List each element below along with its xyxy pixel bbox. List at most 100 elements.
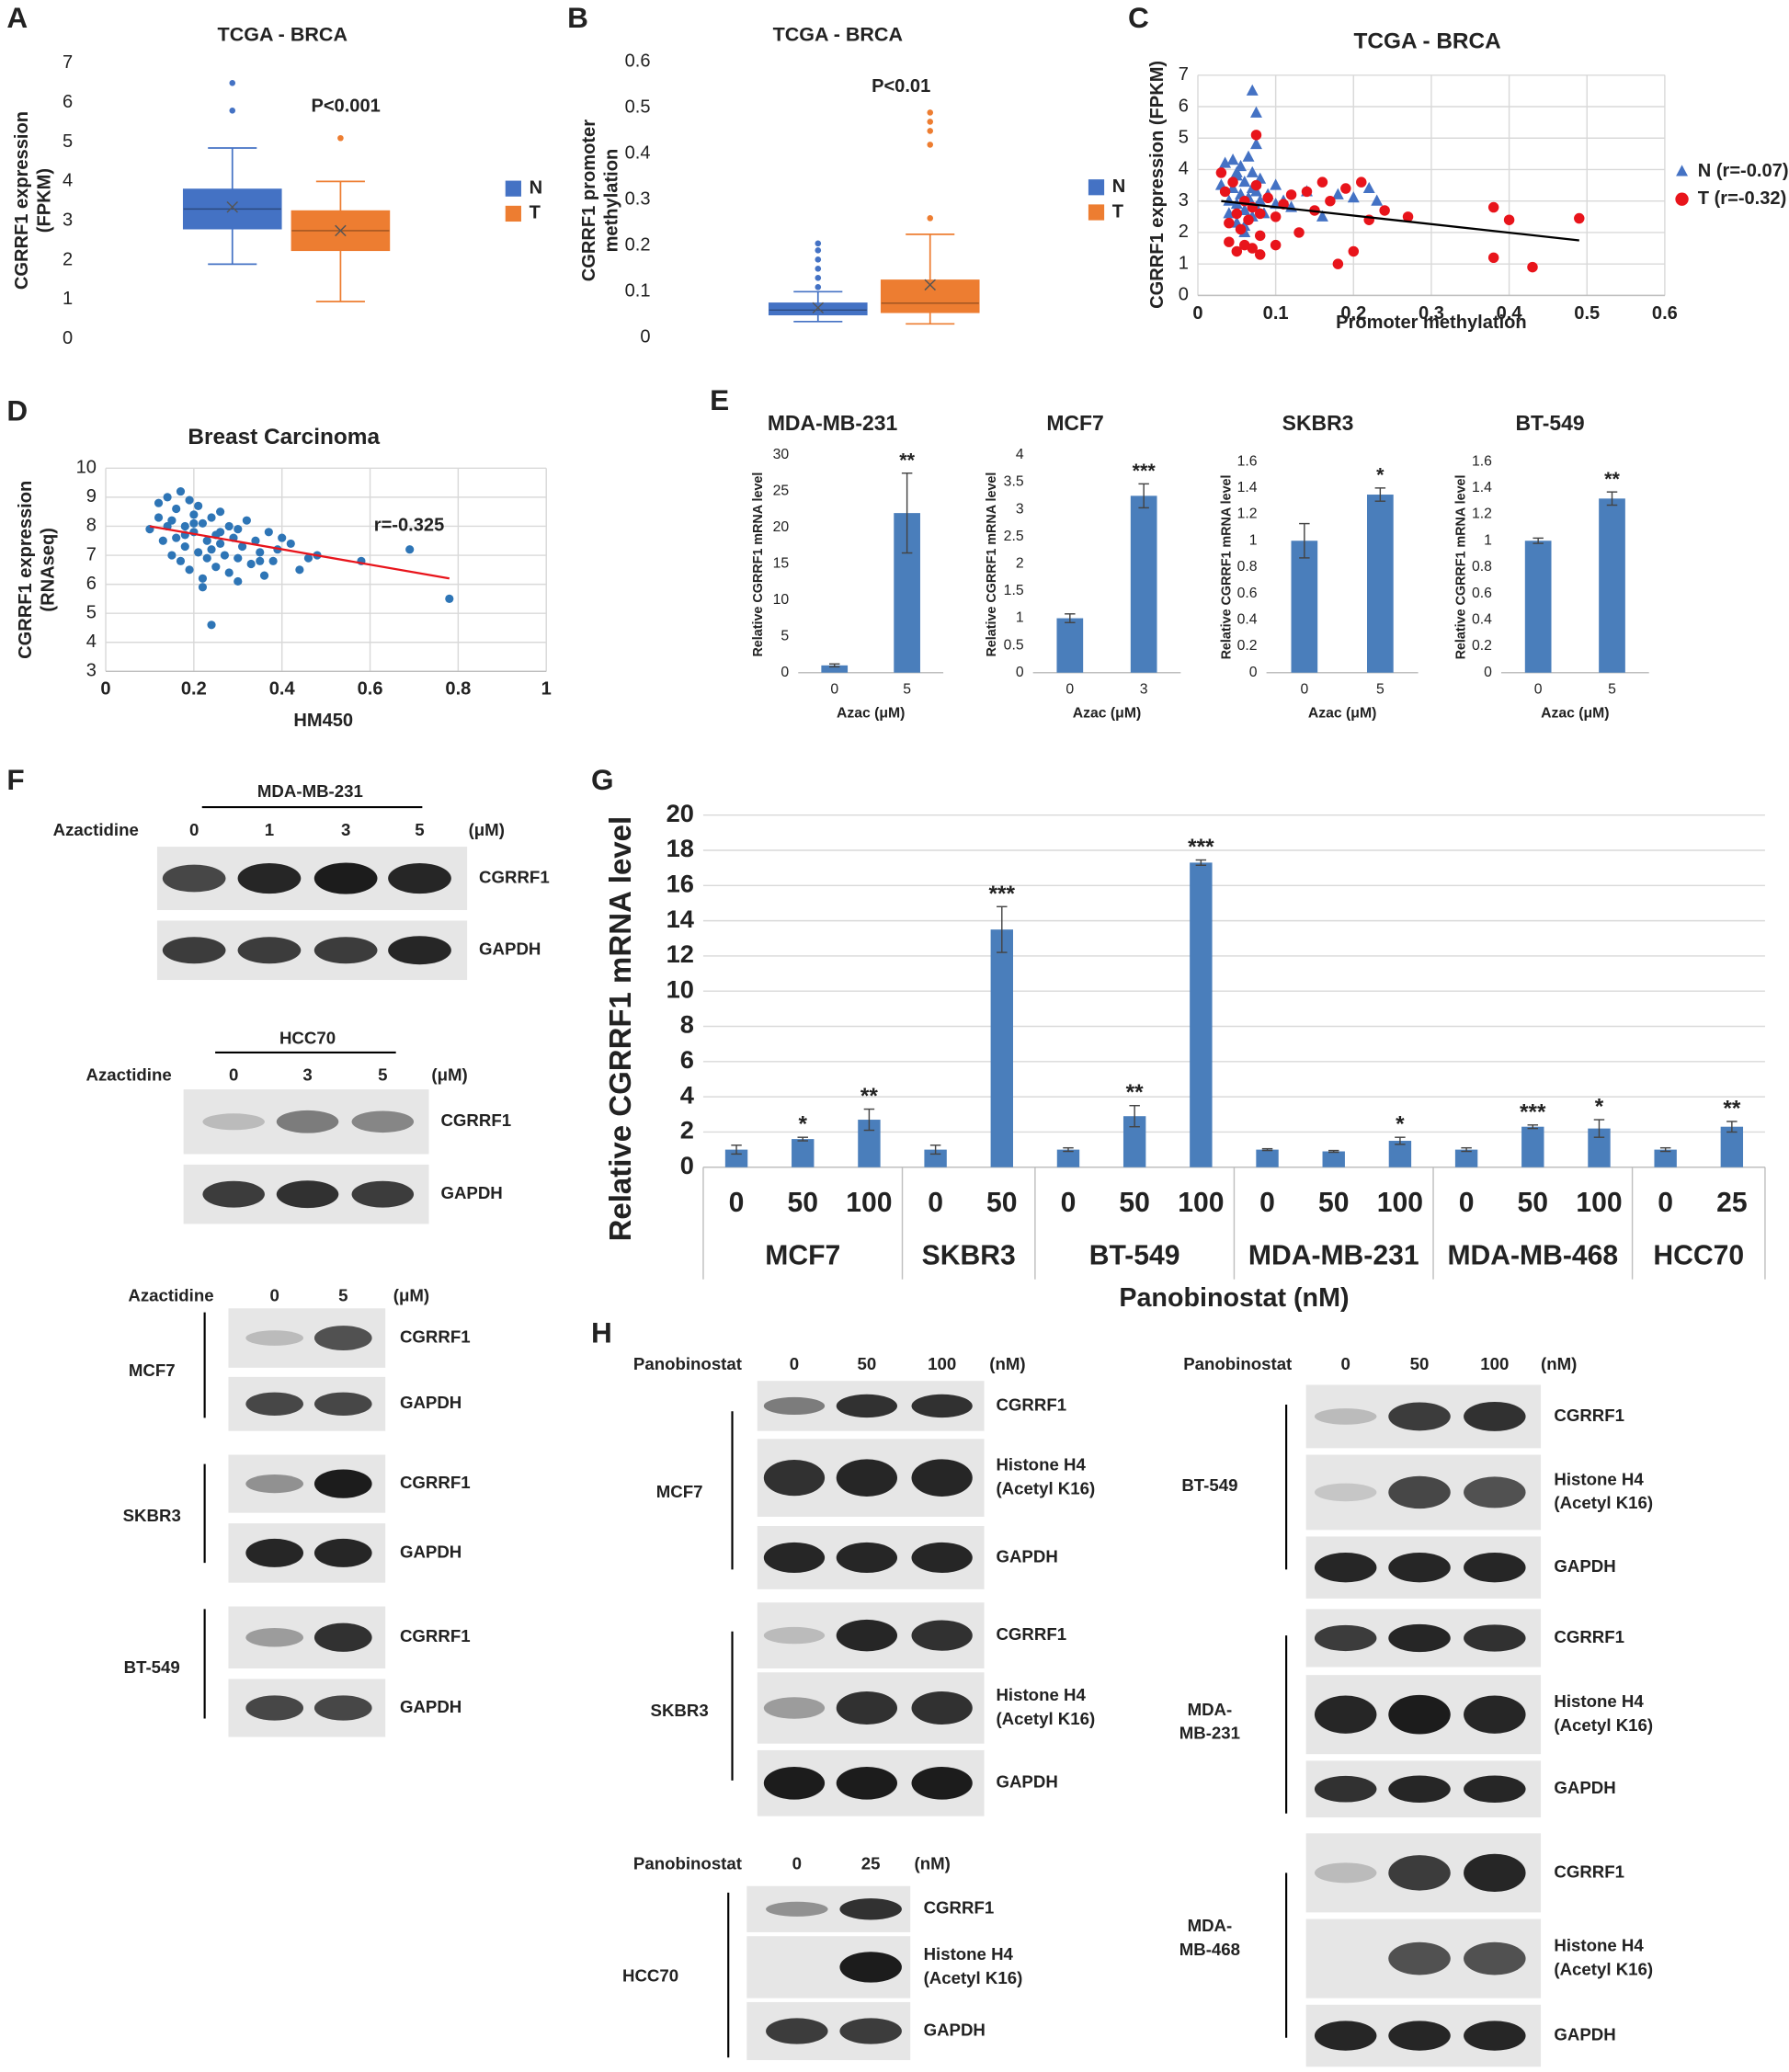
y-axis-label: Relative CGRRF1 mRNA level xyxy=(1219,474,1234,659)
band xyxy=(388,936,451,965)
point xyxy=(1250,179,1262,191)
x-tick-label: 0 xyxy=(830,682,838,698)
point xyxy=(1247,243,1258,254)
point xyxy=(445,594,454,603)
band xyxy=(313,862,378,894)
point xyxy=(1246,165,1259,177)
point xyxy=(1340,183,1351,194)
point xyxy=(1316,210,1328,222)
band xyxy=(763,1626,826,1645)
cell-line-label: MCF7 xyxy=(129,1360,176,1380)
mean-marker xyxy=(924,279,936,291)
group-label: MCF7 xyxy=(765,1240,840,1270)
y-tick-label: 0 xyxy=(1249,665,1258,680)
lane-label: 0 xyxy=(792,1854,802,1873)
bar xyxy=(821,665,849,673)
band xyxy=(766,1901,828,1917)
point xyxy=(259,571,269,580)
point xyxy=(202,553,211,563)
y-tick-label: 4 xyxy=(1016,447,1024,462)
y-tick-label: 3 xyxy=(1179,190,1189,211)
lane-label: 50 xyxy=(1410,1354,1430,1373)
bar xyxy=(924,1149,947,1167)
point xyxy=(1254,230,1266,242)
band xyxy=(1464,1775,1526,1804)
chart-title: TCGA - BRCA xyxy=(1354,28,1501,53)
point xyxy=(180,541,189,552)
legend-label: N xyxy=(1112,176,1126,197)
cell-line-label: SKBR3 xyxy=(651,1701,709,1720)
x-tick-label: 100 xyxy=(1178,1188,1224,1218)
point xyxy=(1503,214,1515,225)
legend-label: N xyxy=(530,177,543,198)
row-label: Histone H4 xyxy=(924,1944,1014,1964)
legend-label: T xyxy=(1112,201,1124,222)
band xyxy=(313,1622,372,1652)
band xyxy=(245,1695,304,1721)
point xyxy=(207,620,216,630)
mean-marker xyxy=(226,200,238,213)
y-tick-label: 10 xyxy=(773,592,790,608)
point xyxy=(1371,194,1384,206)
band xyxy=(1388,1553,1451,1583)
point xyxy=(180,521,189,531)
point xyxy=(1356,176,1367,188)
point xyxy=(1487,201,1499,213)
point xyxy=(1231,245,1243,257)
y-tick-label: 0.4 xyxy=(1472,612,1492,628)
unit-label: (nM) xyxy=(989,1354,1025,1373)
point xyxy=(189,510,199,519)
row-label: GAPDH xyxy=(440,1183,502,1202)
x-tick-label: 50 xyxy=(1318,1188,1350,1218)
row-label: (Acetyl K16) xyxy=(1554,1959,1653,1978)
x-tick-label: 0.2 xyxy=(181,679,207,700)
y-tick-label: 2 xyxy=(63,249,73,269)
y-tick-label: 5 xyxy=(1179,128,1189,148)
point xyxy=(1231,208,1243,220)
x-tick-label: 0.4 xyxy=(269,679,296,700)
band xyxy=(1388,1941,1451,1975)
outlier xyxy=(815,284,822,290)
bar xyxy=(1190,862,1213,1167)
chart-title: TCGA - BRCA xyxy=(218,23,348,45)
x-tick-label: 25 xyxy=(1716,1188,1748,1218)
cell-line-label: MB-468 xyxy=(1179,1940,1240,1959)
point xyxy=(303,553,313,563)
point xyxy=(202,536,211,545)
point xyxy=(172,504,181,514)
point xyxy=(1243,214,1254,225)
point xyxy=(1316,176,1328,188)
point xyxy=(1224,217,1235,229)
box xyxy=(182,188,282,230)
bar xyxy=(1256,1149,1279,1167)
band xyxy=(1464,1695,1526,1734)
band xyxy=(763,1460,826,1497)
panel-label: C xyxy=(1128,1,1149,34)
y-axis-label: Relative CGRRF1 mRNA level xyxy=(1454,474,1469,659)
y-tick-label: 0 xyxy=(63,328,73,348)
legend-label: T (r=-0.32) xyxy=(1698,188,1787,209)
band xyxy=(839,1898,902,1920)
band xyxy=(836,1394,898,1418)
band xyxy=(911,1766,973,1800)
y-tick-label: 16 xyxy=(667,869,694,897)
panel-label: H xyxy=(591,1315,612,1349)
lane-label: 50 xyxy=(858,1354,877,1373)
significance-label: *** xyxy=(989,882,1016,906)
x-tick-label: 3 xyxy=(1140,682,1148,698)
x-tick-label: 50 xyxy=(986,1188,1018,1218)
band xyxy=(1314,1553,1377,1583)
box xyxy=(768,302,868,316)
row-label: Histone H4 xyxy=(996,1455,1086,1474)
y-axis-label: Relative CGRRF1 mRNA level xyxy=(603,816,637,1242)
y-tick-label: 25 xyxy=(773,484,790,499)
y-tick-label: 2.5 xyxy=(1004,529,1024,544)
lane-label: 5 xyxy=(378,1065,387,1085)
row-label: CGRRF1 xyxy=(400,1326,471,1346)
y-tick-label: 0 xyxy=(1484,665,1492,680)
point xyxy=(234,576,243,586)
band xyxy=(162,937,226,964)
point xyxy=(295,565,304,575)
band xyxy=(162,864,226,893)
